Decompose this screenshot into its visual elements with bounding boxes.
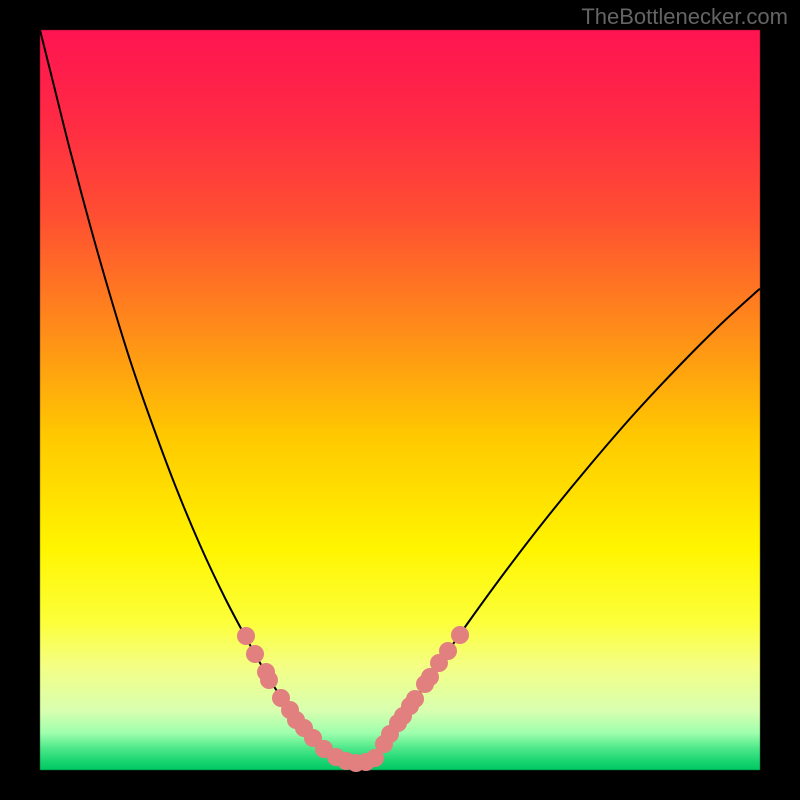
plot-area (0, 0, 800, 800)
watermark-text: TheBottlenecker.com (581, 4, 788, 30)
chart-root: { "canvas": { "width": 800, "height": 80… (0, 0, 800, 800)
